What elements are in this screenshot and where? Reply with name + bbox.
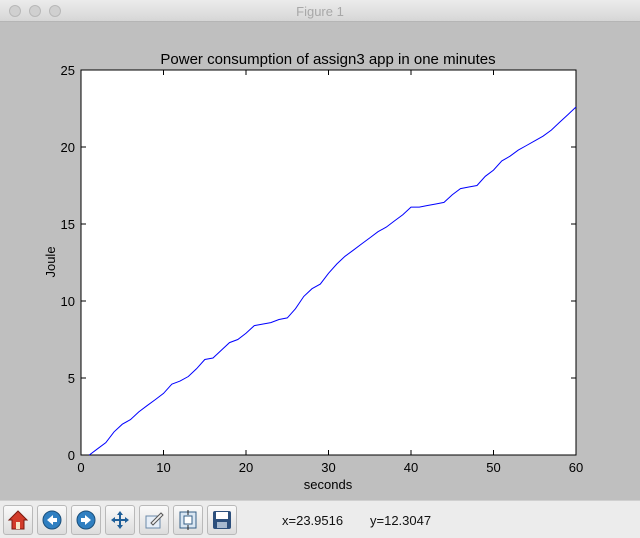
x-axis-label: seconds	[304, 477, 353, 492]
y-tick-label: 25	[61, 63, 75, 78]
subplots-icon	[179, 510, 197, 530]
zoom-rect-icon	[145, 512, 164, 529]
minimize-window-button[interactable]	[29, 5, 41, 17]
pan-button[interactable]	[105, 505, 135, 535]
home-icon	[7, 510, 29, 530]
arrow-right-icon	[76, 510, 96, 530]
y-tick-label: 10	[61, 294, 75, 309]
plot-area	[80, 69, 577, 456]
x-tick-label: 40	[404, 460, 418, 475]
window-title: Figure 1	[296, 4, 344, 19]
zoom-window-button[interactable]	[49, 5, 61, 17]
figure-canvas[interactable]: 0 10 20 30 40 50 60 0 5 10 15 20 25 Power consumpti…	[0, 22, 640, 500]
navigation-toolbar: x=23.9516 y=12.3047	[0, 500, 640, 538]
line-chart[interactable]: 0 10 20 30 40 50 60 0 5 10 15 20 25 Power consumpti…	[0, 22, 640, 500]
floppy-disk-icon	[213, 511, 231, 529]
chart-title: Power consumption of assign3 app in one …	[160, 51, 495, 68]
y-tick-label: 5	[68, 371, 75, 386]
save-button[interactable]	[207, 505, 237, 535]
x-tick-label: 30	[321, 460, 335, 475]
series-line	[88, 106, 577, 456]
x-tick-label: 20	[239, 460, 253, 475]
x-tick-label: 50	[486, 460, 500, 475]
y-tick-label: 0	[68, 448, 75, 463]
move-icon	[111, 511, 129, 529]
forward-button[interactable]	[71, 505, 101, 535]
arrow-left-icon	[42, 510, 62, 530]
y-tick-label: 20	[61, 140, 75, 155]
x-tick-label: 60	[569, 460, 583, 475]
x-tick-label: 0	[77, 460, 84, 475]
x-tick-label: 10	[156, 460, 170, 475]
y-coordinate-readout: y=12.3047	[370, 513, 432, 528]
y-axis-label: Joule	[43, 246, 58, 277]
subplots-button[interactable]	[173, 505, 203, 535]
close-window-button[interactable]	[9, 5, 21, 17]
back-button[interactable]	[37, 505, 67, 535]
y-tick-label: 15	[61, 217, 75, 232]
zoom-button[interactable]	[139, 505, 169, 535]
home-button[interactable]	[3, 505, 33, 535]
x-coordinate-readout: x=23.9516	[282, 513, 344, 528]
window-titlebar: Figure 1	[0, 0, 640, 22]
